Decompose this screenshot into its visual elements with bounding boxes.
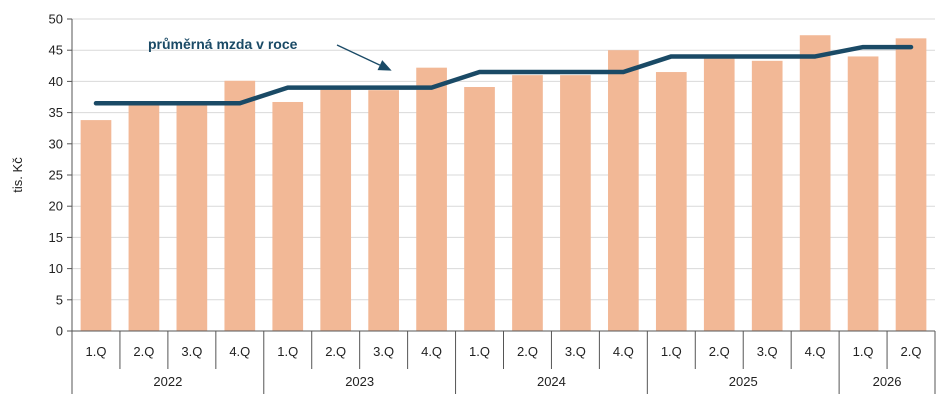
- category-label: 3.Q: [373, 344, 394, 359]
- y-tick-label: 30: [49, 136, 63, 151]
- bar: [416, 67, 447, 331]
- category-label: 1.Q: [85, 344, 106, 359]
- annotation-arrow-head: [377, 60, 392, 71]
- annotation: průměrná mzda v roce: [148, 36, 392, 71]
- y-tick-label: 5: [56, 292, 63, 307]
- bar: [224, 80, 256, 331]
- annotation-text: průměrná mzda v roce: [148, 36, 298, 52]
- category-label: 4.Q: [229, 344, 250, 359]
- bar: [272, 101, 304, 331]
- y-tick-label: 15: [49, 230, 63, 245]
- bar: [128, 105, 160, 331]
- category-label: 1.Q: [277, 344, 298, 359]
- bar: [80, 120, 112, 331]
- axes: [71, 19, 936, 394]
- category-label: 1.Q: [469, 344, 490, 359]
- y-tick-label: 10: [49, 261, 63, 276]
- bar: [895, 38, 927, 332]
- y-tick-label: 35: [49, 105, 63, 120]
- year-labels: 2022 2023 2024 2025 2026: [153, 374, 901, 389]
- bar: [320, 87, 352, 331]
- category-label: 3.Q: [757, 344, 778, 359]
- year-label: 2024: [537, 374, 566, 389]
- category-label: 3.Q: [181, 344, 202, 359]
- year-label: 2026: [873, 374, 902, 389]
- category-label: 2.Q: [517, 344, 538, 359]
- year-label: 2022: [153, 374, 182, 389]
- y-tick-label: 25: [49, 168, 63, 183]
- category-labels: 1.Q 2.Q 3.Q 4.Q 1.Q 2.Q 3.Q 4.Q 1.Q 2.Q 3.Q 4.Q 1.Q 2…: [85, 344, 921, 359]
- bar: [655, 72, 687, 331]
- y-tick-label: 0: [56, 324, 63, 339]
- bar: [799, 35, 831, 331]
- y-axis-ticks: 0 5 10 15 20 25 30 35 40 45 50: [49, 12, 72, 339]
- category-label: 2.Q: [325, 344, 346, 359]
- bar: [703, 57, 735, 332]
- category-label: 4.Q: [421, 344, 442, 359]
- category-label: 1.Q: [853, 344, 874, 359]
- y-tick-label: 40: [49, 74, 63, 89]
- bar: [847, 56, 879, 331]
- category-label: 4.Q: [805, 344, 826, 359]
- bar: [608, 50, 639, 331]
- gridlines: [72, 18, 935, 301]
- bar: [560, 75, 591, 331]
- year-label: 2025: [729, 374, 758, 389]
- bar: [368, 90, 399, 331]
- average-wage-line: [93, 44, 914, 106]
- category-label: 1.Q: [661, 344, 682, 359]
- bar: [464, 87, 495, 332]
- y-tick-label: 45: [49, 43, 63, 58]
- category-label: 4.Q: [613, 344, 634, 359]
- y-tick-label: 50: [49, 12, 63, 27]
- bar: [512, 75, 543, 331]
- annotation-arrow-line: [336, 44, 381, 66]
- category-label: 3.Q: [565, 344, 586, 359]
- bar: [176, 104, 208, 331]
- category-label: 2.Q: [709, 344, 730, 359]
- category-label: 2.Q: [133, 344, 154, 359]
- line-series: [93, 44, 914, 106]
- y-axis-label: tis. Kč: [10, 157, 25, 193]
- year-label: 2023: [345, 374, 374, 389]
- bar-series: [80, 35, 927, 332]
- y-tick-label: 20: [49, 199, 63, 214]
- category-label: 2.Q: [901, 344, 922, 359]
- bar: [751, 60, 783, 332]
